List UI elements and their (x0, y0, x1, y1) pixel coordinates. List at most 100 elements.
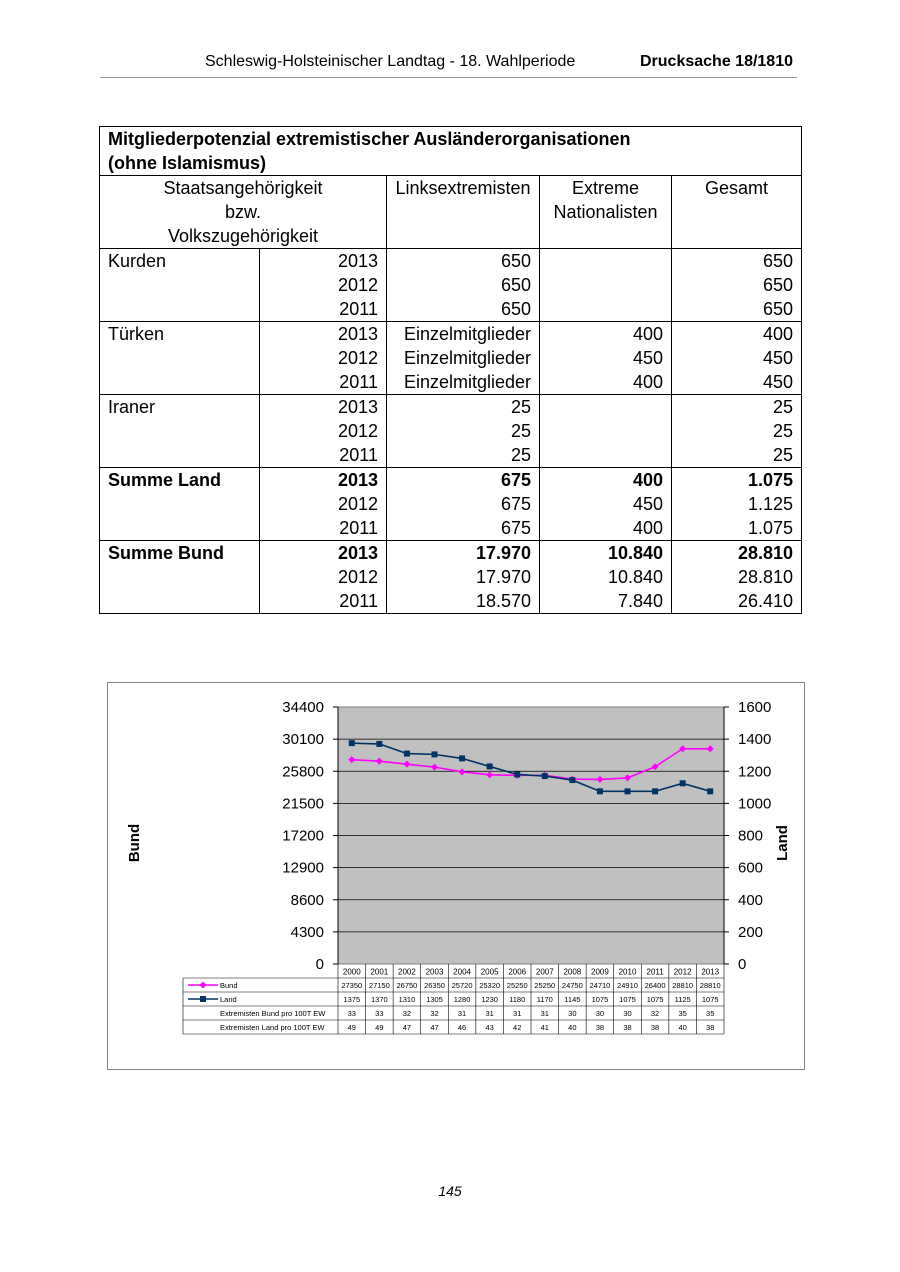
cell-total: 26.410 (671, 589, 803, 614)
cell-extreme-nationalists (539, 394, 672, 419)
row-group-label: Summe Land (99, 467, 260, 541)
left-tick-label: 0 (316, 956, 324, 973)
cell-left-extremists: 650 (386, 248, 540, 273)
cell-left-extremists: 675 (386, 516, 540, 541)
cell-left-extremists: 18.570 (386, 589, 540, 614)
table-cell-value: 26400 (645, 981, 666, 990)
category-label: 2007 (536, 968, 554, 977)
table-cell-value: 30 (596, 1009, 604, 1018)
table-row: 2011 Einzelmitglieder 400 450 (100, 370, 803, 395)
table-cell-value: 38 (623, 1023, 631, 1032)
cell-total: 25 (671, 443, 803, 468)
cell-total: 28.810 (671, 540, 803, 565)
table-cell-value: 30 (568, 1009, 576, 1018)
table-cell-value: 30 (623, 1009, 631, 1018)
left-tick-label: 25800 (282, 763, 324, 780)
cell-year: 2012 (259, 273, 387, 297)
table-cell-value: 41 (541, 1023, 549, 1032)
table-cell-value: 1280 (454, 995, 471, 1004)
table-cell-value: 49 (375, 1023, 383, 1032)
table-cell-value: 25720 (452, 981, 473, 990)
cell-year: 2012 (259, 492, 387, 516)
table-cell-value: 40 (678, 1023, 686, 1032)
column-header-extreme-line2: Nationalisten (553, 202, 658, 222)
table-cell-value: 46 (458, 1023, 466, 1032)
left-axis-title: Bund (126, 824, 143, 862)
line-chart: 0 4300 8600 12900 17200 21500 25800 30100 34400 0… (126, 699, 791, 1035)
table-row: Summe Land 2013 675 400 1.075 (99, 467, 803, 541)
left-tick-label: 21500 (282, 795, 324, 812)
data-point (569, 777, 576, 784)
table-cell-value: 1305 (426, 995, 443, 1004)
cell-extreme-nationalists (539, 248, 672, 273)
cell-total: 450 (671, 346, 803, 370)
column-header-nationality: Staatsangehörigkeit bzw. Volkszugehörigk… (99, 175, 387, 249)
cell-left-extremists: Einzelmitglieder (386, 346, 540, 370)
table-row-label: Bund (220, 981, 238, 990)
table-cell-value: 35 (706, 1009, 714, 1018)
table-cell-value: 32 (430, 1009, 438, 1018)
table-cell-value: 28810 (700, 981, 721, 990)
category-label: 2010 (619, 968, 637, 977)
table-cell-value: 31 (458, 1009, 466, 1018)
right-tick-label: 1200 (738, 763, 771, 780)
legend-key-marker (200, 996, 206, 1002)
category-label: 2011 (646, 968, 664, 977)
data-point (624, 774, 631, 782)
page-number: 145 (438, 1183, 462, 1199)
data-point (431, 751, 438, 758)
cell-total: 28.810 (671, 565, 803, 589)
table-cell-value: 1145 (564, 995, 580, 1004)
cell-total: 400 (671, 321, 803, 346)
cell-year: 2011 (259, 516, 387, 541)
table-cell-value: 31 (485, 1009, 493, 1018)
table-row-label: Extremisten Land pro 100T EW (220, 1023, 325, 1032)
cell-left-extremists: 25 (386, 419, 540, 443)
cell-extreme-nationalists: 400 (539, 370, 672, 395)
table-cell-value: 1075 (647, 995, 664, 1004)
table-cell-value: 49 (348, 1023, 356, 1032)
row-group-label: Türken (99, 321, 260, 395)
right-tick-label: 1600 (738, 699, 771, 716)
table-cell-value: 24910 (617, 981, 638, 990)
cell-year: 2013 (259, 248, 387, 273)
cell-total: 25 (671, 394, 803, 419)
cell-total: 650 (671, 297, 803, 322)
column-header-extreme-line1: Extreme (571, 178, 640, 198)
category-label: 2012 (674, 968, 692, 977)
table-row: Kurden 2013 650 650 (99, 248, 803, 322)
cell-extreme-nationalists: 400 (539, 516, 672, 541)
cell-year: 2013 (259, 540, 387, 565)
column-header-nationality-line2: bzw. (224, 202, 262, 222)
category-label: 2004 (453, 968, 471, 977)
table-cell-value: 43 (485, 1023, 493, 1032)
table-cell-value: 47 (430, 1023, 438, 1032)
category-label: 2001 (370, 968, 388, 977)
table-cell-value: 42 (513, 1023, 521, 1032)
table-cell-value: 25250 (534, 981, 555, 990)
table-row: Türken 2013 Einzelmitglieder 400 400 (99, 321, 803, 395)
cell-year: 2013 (259, 394, 387, 419)
data-point (486, 771, 494, 779)
left-tick-label: 12900 (282, 860, 324, 877)
table-row: 2011 675 400 1.075 (100, 516, 803, 541)
cell-year: 2013 (259, 467, 387, 492)
cell-extreme-nationalists: 7.840 (539, 589, 672, 614)
table-cell-value: 1230 (481, 995, 498, 1004)
table-title-line2: (ohne Islamismus) (108, 153, 267, 173)
left-tick-label: 34400 (282, 699, 324, 716)
cell-total: 450 (671, 370, 803, 395)
cell-year: 2011 (259, 297, 387, 322)
column-header-nationality-line1: Staatsangehörigkeit (163, 178, 323, 198)
cell-extreme-nationalists: 450 (539, 492, 672, 516)
category-label: 2003 (426, 968, 444, 977)
table-cell-value: 32 (651, 1009, 659, 1018)
cell-total: 1.075 (671, 516, 803, 541)
table-cell-value: 25250 (507, 981, 528, 990)
table-row: Iraner 2013 25 25 (99, 394, 803, 468)
cell-total: 25 (671, 419, 803, 443)
table-row: 2011 18.570 7.840 26.410 (100, 589, 803, 614)
table-cell-value: 26750 (396, 981, 417, 990)
data-point (541, 773, 548, 780)
data-point (514, 771, 521, 778)
